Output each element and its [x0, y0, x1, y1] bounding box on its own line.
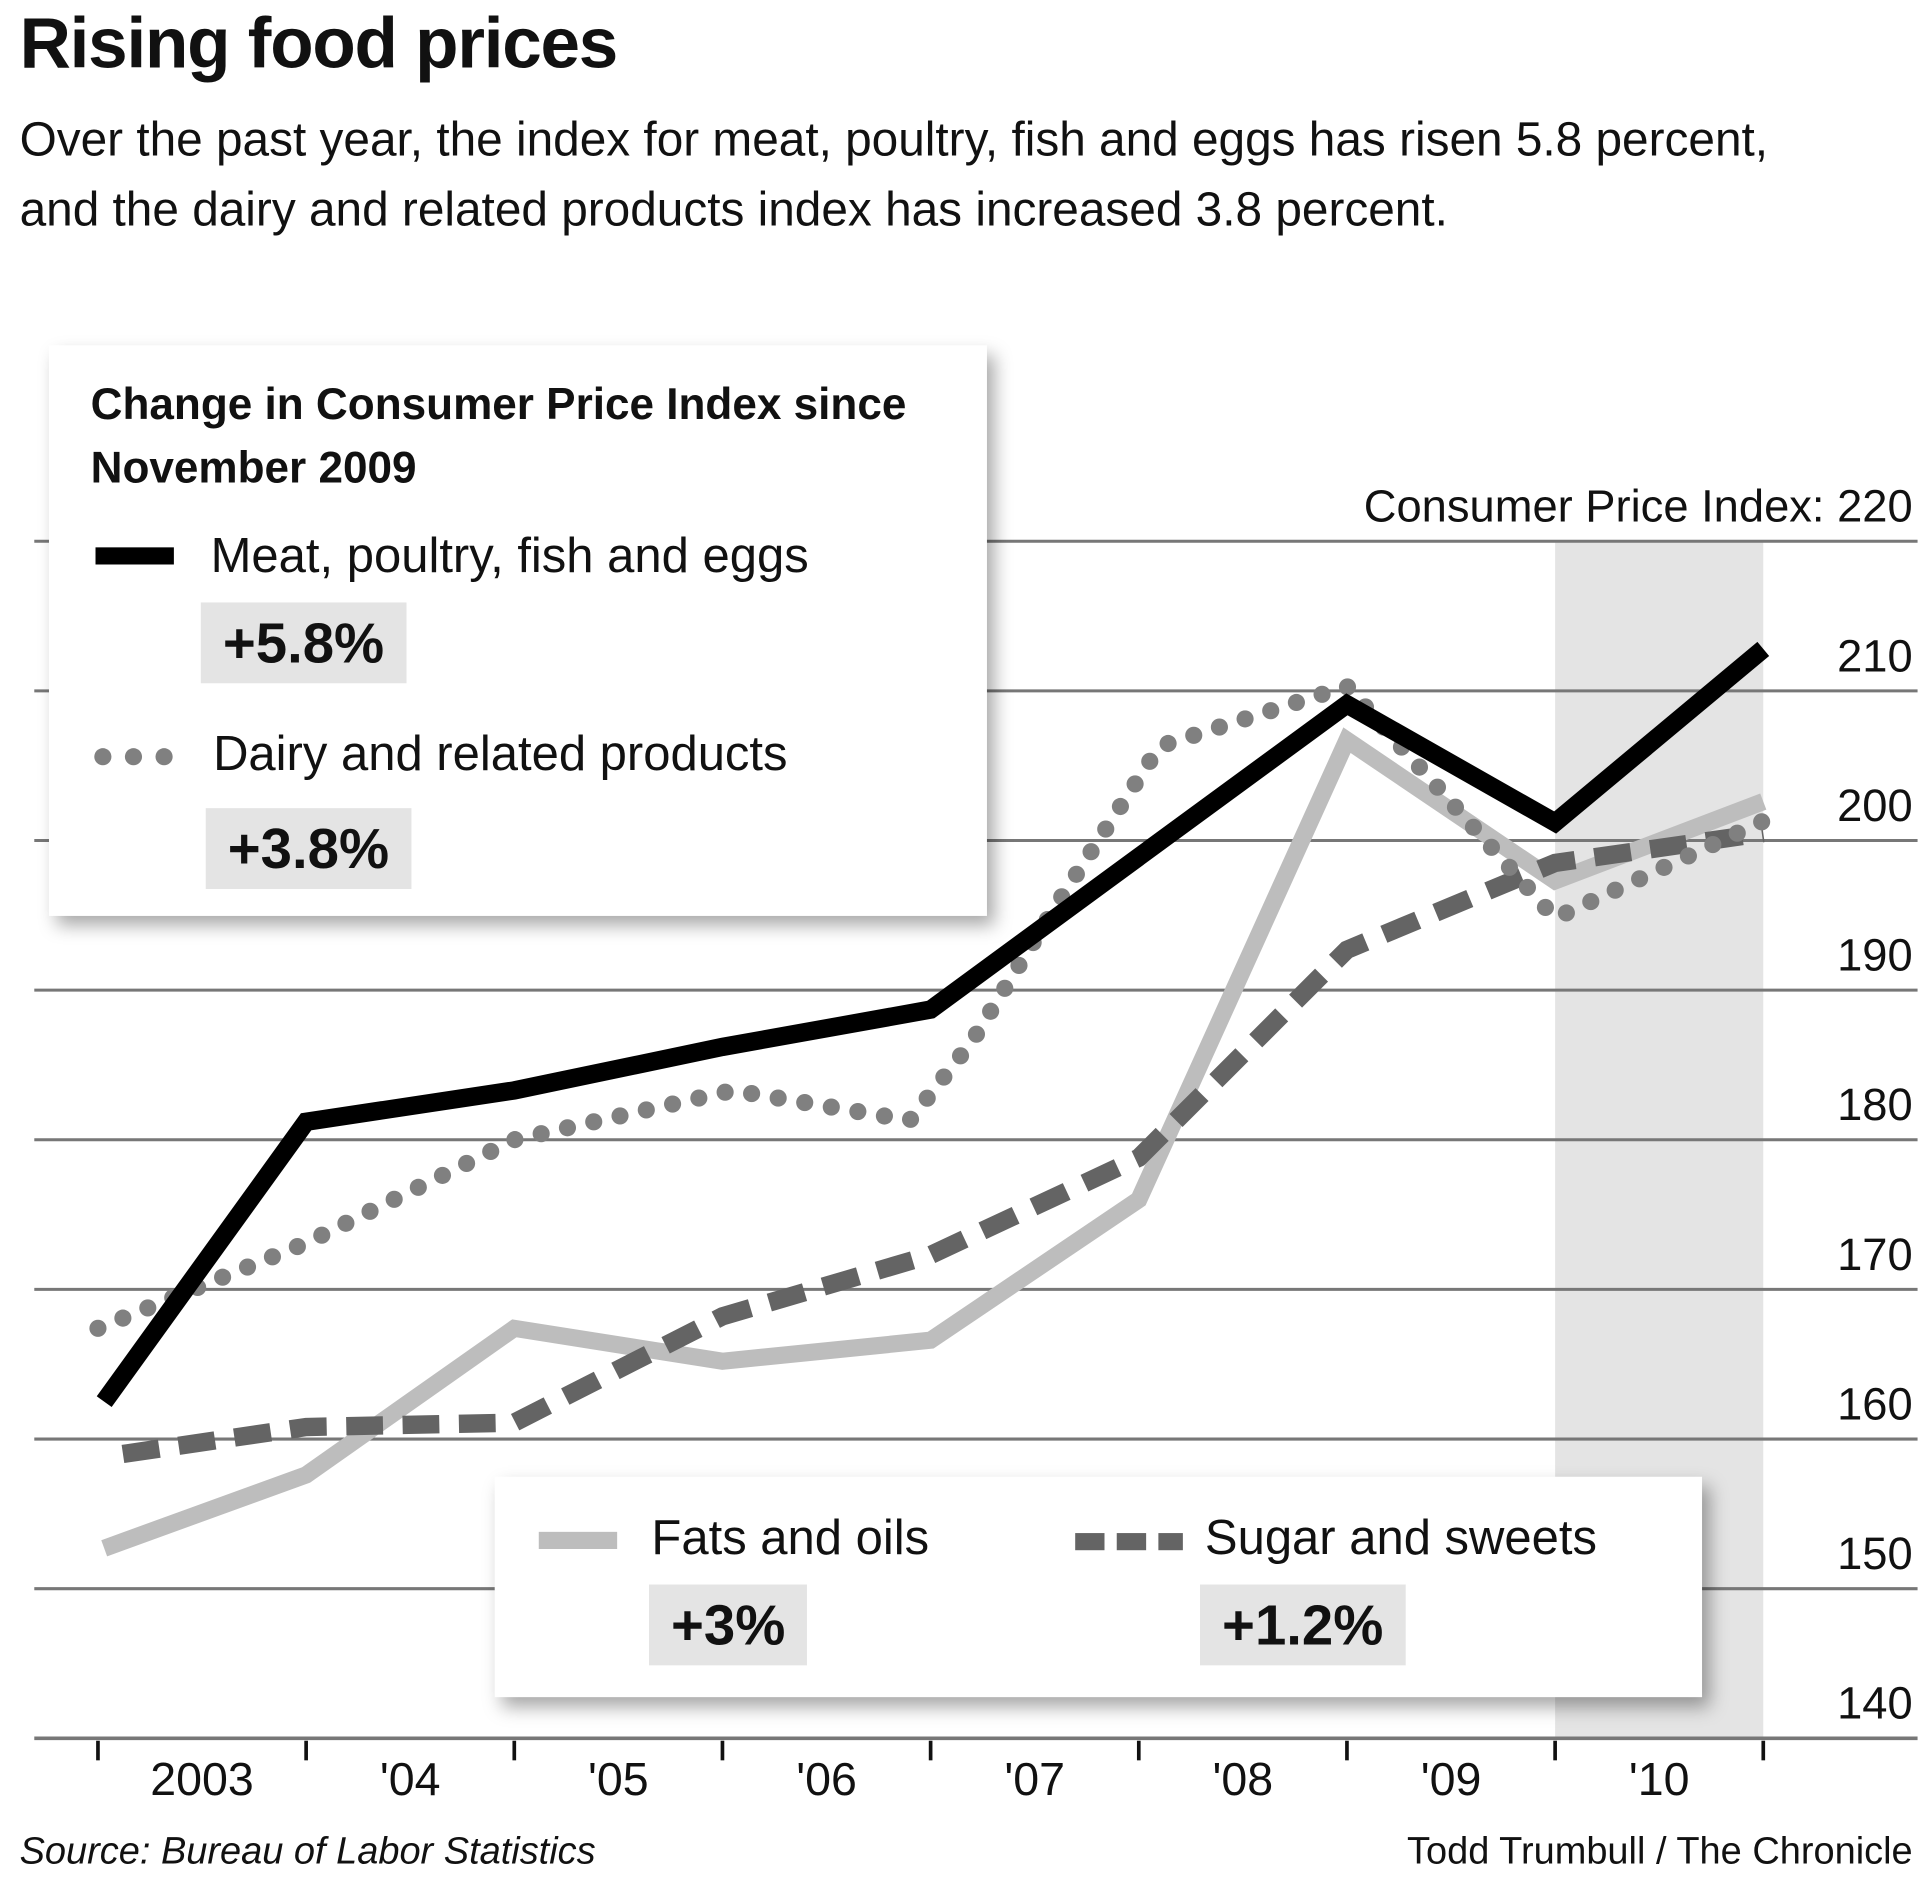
y-tick-label: 170: [1837, 1229, 1913, 1280]
x-tick-label: '07: [1004, 1753, 1065, 1805]
y-tick-label: 210: [1837, 630, 1913, 681]
y-tick-label: 150: [1837, 1528, 1913, 1579]
chart-subtitle: Over the past year, the index for meat, …: [19, 113, 1769, 237]
x-tick-label: '10: [1629, 1753, 1690, 1805]
legend-change-fats: +3%: [648, 1584, 808, 1666]
legend-label-fats: Fats and oils: [651, 1511, 930, 1565]
y-tick-label: 180: [1837, 1079, 1913, 1130]
legend-heading: Change in Consumer Price Index since Nov…: [90, 378, 907, 493]
legend-swatch-fats: [538, 1531, 618, 1549]
y-tick-label: 190: [1837, 930, 1913, 981]
legend-label-sugar: Sugar and sweets: [1204, 1511, 1597, 1565]
legend-change-meat: +5.8%: [200, 602, 407, 684]
legend-bottom: Fats and oils +3% Sugar and sweets +1.2%: [494, 1476, 1703, 1698]
x-tick-label: '08: [1213, 1753, 1274, 1805]
x-tick-label: '04: [380, 1753, 441, 1805]
y-tick-label: 160: [1837, 1378, 1913, 1429]
x-tick-label: '06: [796, 1753, 857, 1805]
x-tick-label: '09: [1421, 1753, 1482, 1805]
series-line-dotted: [89, 676, 1772, 1337]
legend-change-sugar: +1.2%: [1200, 1584, 1406, 1666]
legend-label-dairy: Dairy and related products: [213, 727, 788, 782]
legend-top: Change in Consumer Price Index since Nov…: [48, 345, 987, 916]
legend-change-dairy: +3.8%: [205, 808, 412, 889]
credit-note: Todd Trumbull / The Chronicle: [1406, 1829, 1913, 1873]
y-tick-label: 140: [1837, 1678, 1913, 1729]
chart-title: Rising food prices: [19, 3, 619, 84]
series-line-dashed: [121, 823, 1765, 1464]
series-line-solid: [96, 641, 1770, 1408]
legend-swatch-sugar: [1075, 1533, 1183, 1551]
x-tick-label: 2003: [150, 1753, 253, 1805]
legend-label-meat: Meat, poultry, fish and eggs: [210, 528, 809, 583]
legend-swatch-meat: [95, 547, 174, 565]
y-tick-label: 200: [1837, 780, 1913, 831]
legend-swatch-dairy: [94, 748, 173, 766]
x-tick-label: '05: [588, 1753, 649, 1805]
source-note: Source: Bureau of Labor Statistics: [19, 1829, 596, 1873]
y-tick-label: Consumer Price Index: 220: [1364, 481, 1913, 532]
